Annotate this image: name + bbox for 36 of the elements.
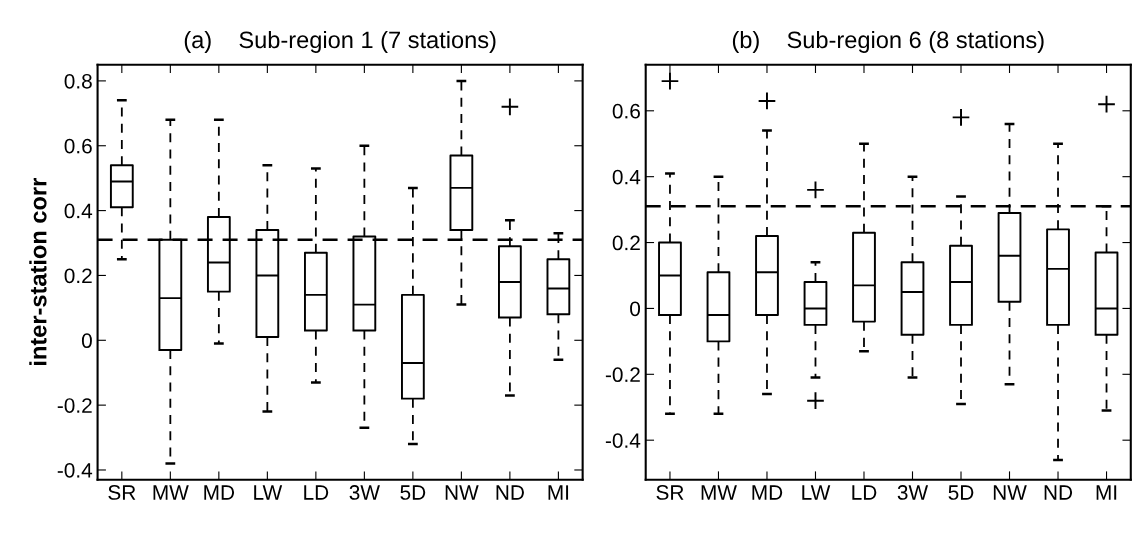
y-tick-label: 0 xyxy=(81,333,92,349)
y-tick-label: 0 xyxy=(630,301,641,317)
y-tick-label: 0.2 xyxy=(64,268,92,284)
x-tick-label: 3W xyxy=(897,485,929,500)
x-tick-label: 5D xyxy=(400,485,426,500)
x-tick-label: MI xyxy=(548,485,569,500)
y-tick-label: -0.2 xyxy=(605,367,640,383)
x-tick-label: NW xyxy=(445,485,479,500)
x-tick-label: SR xyxy=(108,485,136,500)
y-tick-label: 0.6 xyxy=(64,138,92,154)
chart-title: (a) Sub-region 1 (7 stations) xyxy=(184,30,496,53)
y-tick-label: 0.4 xyxy=(612,169,641,185)
y-tick-label: 0.6 xyxy=(612,103,640,119)
x-tick-label: LD xyxy=(304,485,329,500)
x-tick-label: ND xyxy=(1044,485,1073,500)
x-tick-label: MD xyxy=(204,485,235,500)
x-tick-label: MD xyxy=(752,485,783,500)
y-tick-label: 0.4 xyxy=(64,203,93,219)
chart-title: (b) Sub-region 6 (8 stations) xyxy=(732,30,1044,53)
x-tick-label: MW xyxy=(153,485,189,500)
x-tick-label: NW xyxy=(993,485,1027,500)
x-tick-label: MW xyxy=(701,485,737,500)
y-tick-label: -0.4 xyxy=(605,433,641,448)
x-tick-label: LW xyxy=(254,485,283,500)
y-tick-label: 0.2 xyxy=(612,235,640,251)
x-tick-label: 5D xyxy=(948,485,974,500)
x-tick-label: MI xyxy=(1096,485,1117,500)
x-tick-label: SR xyxy=(656,485,684,500)
y-tick-label: -0.2 xyxy=(57,398,92,413)
y-axis-title: inter-station corr xyxy=(29,178,47,365)
x-tick-label: 3W xyxy=(349,485,380,500)
x-tick-label: LD xyxy=(852,485,877,500)
y-tick-label: -0.4 xyxy=(57,462,93,478)
x-tick-label: ND xyxy=(496,485,524,500)
x-tick-label: LW xyxy=(802,485,831,500)
y-tick-label: 0.8 xyxy=(64,73,92,89)
